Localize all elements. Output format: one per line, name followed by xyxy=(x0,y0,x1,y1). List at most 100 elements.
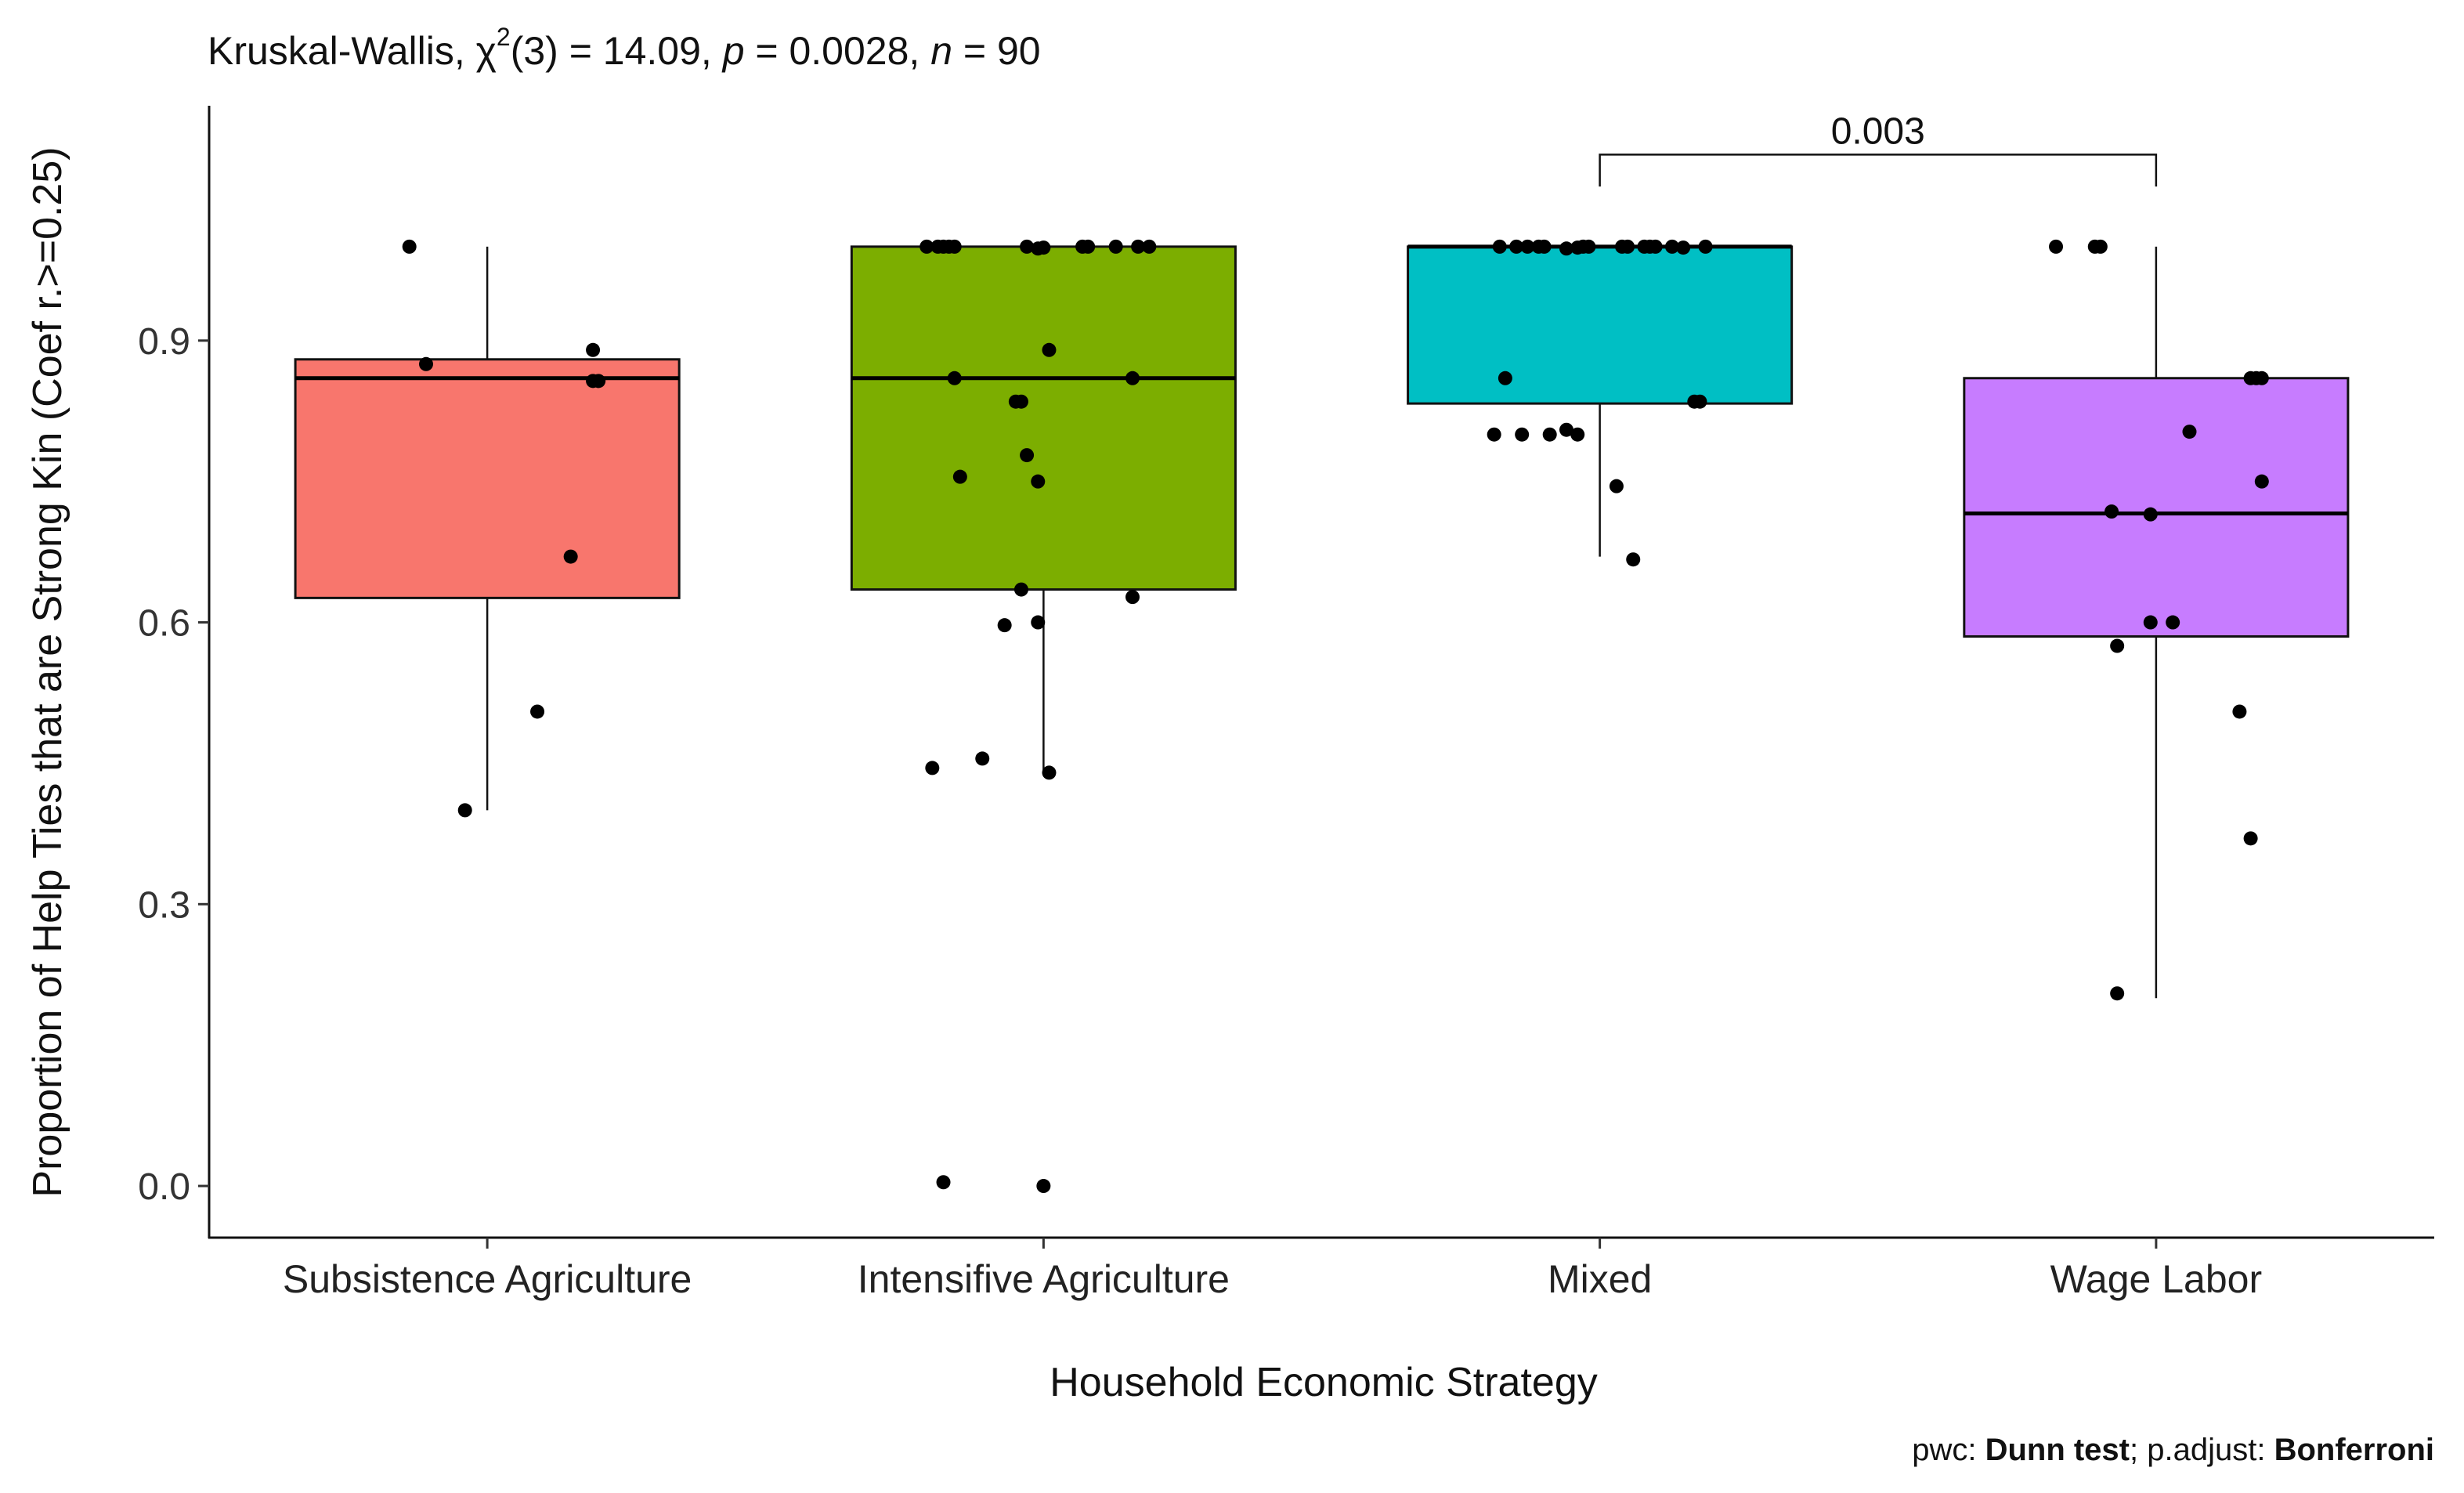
data-point xyxy=(1693,394,1707,409)
data-point xyxy=(1626,552,1641,567)
title-p-symbol: p xyxy=(721,29,745,73)
box-rect xyxy=(294,358,681,599)
data-point xyxy=(591,374,606,389)
data-point xyxy=(1620,239,1635,254)
data-point xyxy=(1020,239,1035,254)
box-rect xyxy=(1407,245,1794,405)
data-point xyxy=(2254,371,2269,385)
data-point xyxy=(2254,474,2269,489)
chart-title: Kruskal-Wallis, χ2(3) = 14.09, p = 0.002… xyxy=(208,23,1041,73)
comparison-bracket: 0.003 xyxy=(1599,110,2158,187)
data-point xyxy=(1131,239,1146,254)
data-point xyxy=(2105,504,2119,519)
title-df-stat: (3) = 14.09, xyxy=(511,29,723,73)
y-tick-label: 0.6 xyxy=(138,603,190,645)
box-rect xyxy=(850,245,1237,591)
data-point xyxy=(1509,239,1524,254)
x-axis-title: Household Economic Strategy xyxy=(1050,1360,1598,1405)
title-test-name: Kruskal-Wallis, xyxy=(208,29,476,73)
data-point xyxy=(947,371,962,385)
title-n-symbol: n xyxy=(930,29,952,73)
data-point xyxy=(1581,239,1596,254)
data-point xyxy=(2243,831,2258,846)
data-point xyxy=(947,239,962,254)
y-tick-label: 0.0 xyxy=(138,1166,190,1208)
data-point xyxy=(1125,371,1140,385)
data-point xyxy=(2049,239,2064,254)
caption-pwc-value: Dunn test xyxy=(1985,1433,2130,1467)
data-point xyxy=(1570,427,1585,442)
data-point xyxy=(2232,704,2247,719)
data-point xyxy=(1108,239,1123,254)
data-point xyxy=(2143,507,2158,522)
y-tick-label: 0.9 xyxy=(138,321,190,363)
data-point xyxy=(418,356,433,371)
data-point xyxy=(563,549,578,564)
data-point xyxy=(1664,239,1679,254)
data-point xyxy=(1031,615,1046,630)
data-point xyxy=(925,761,940,775)
data-point xyxy=(402,239,417,254)
data-point xyxy=(1559,422,1574,437)
data-point xyxy=(919,239,934,254)
data-point xyxy=(1020,448,1035,463)
x-tick-label: Wage Labor xyxy=(2050,1257,2263,1301)
bracket-line xyxy=(1599,154,2158,187)
x-axis-ticks: Subsistence Agriculture Intensifive Agric… xyxy=(283,1238,2262,1301)
box-group-1 xyxy=(294,246,681,811)
data-point xyxy=(1542,427,1557,442)
y-axis-ticks: 0.0 0.3 0.6 0.9 xyxy=(138,321,209,1208)
title-n-value: = 90 xyxy=(952,29,1041,73)
box-rect xyxy=(1963,377,2350,638)
data-point xyxy=(1125,590,1140,605)
caption-separator: ; p.adjust: xyxy=(2130,1433,2274,1467)
points-group-3 xyxy=(1487,239,1713,567)
data-point xyxy=(1042,342,1057,357)
title-chi-superscript: 2 xyxy=(497,23,511,51)
caption-adjust-value: Bonferroni xyxy=(2274,1433,2434,1467)
data-point xyxy=(952,469,967,484)
data-point xyxy=(936,1175,951,1190)
data-point xyxy=(975,751,990,766)
plot-area: 0.003 xyxy=(294,110,2350,1194)
data-point xyxy=(1648,239,1663,254)
x-tick-label: Subsistence Agriculture xyxy=(283,1257,692,1301)
bracket-p-label: 0.003 xyxy=(1831,110,1925,152)
data-point xyxy=(1042,765,1057,780)
data-point xyxy=(1537,239,1552,254)
data-point xyxy=(2166,615,2180,630)
data-point xyxy=(1487,427,1501,442)
caption-pwc-key: pwc: xyxy=(1912,1433,1985,1467)
title-p-value: = 0.0028, xyxy=(745,29,931,73)
data-point xyxy=(530,704,545,719)
data-point xyxy=(1036,1179,1051,1194)
data-point xyxy=(997,618,1012,633)
box-group-3 xyxy=(1407,244,1794,557)
data-point xyxy=(1559,241,1574,256)
data-point xyxy=(2093,239,2108,254)
caption-pwc: pwc: Dunn test; p.adjust: Bonferroni xyxy=(1912,1433,2434,1467)
y-tick-label: 0.3 xyxy=(138,884,190,926)
data-point xyxy=(2110,986,2125,1001)
data-point xyxy=(1013,582,1028,597)
x-tick-label: Intensifive Agriculture xyxy=(858,1257,1230,1301)
x-tick-label: Mixed xyxy=(1548,1257,1652,1301)
y-axis-title: Proportion of Help Ties that are Strong … xyxy=(25,146,70,1197)
data-point xyxy=(1492,239,1507,254)
points-group-2 xyxy=(919,239,1157,1194)
data-point xyxy=(1013,394,1028,409)
data-point xyxy=(1036,240,1051,255)
data-point xyxy=(1498,371,1512,385)
data-point xyxy=(1515,427,1530,442)
data-point xyxy=(2182,425,2197,439)
data-point xyxy=(2110,638,2125,653)
box-group-2 xyxy=(850,245,1237,773)
title-chi-symbol: χ xyxy=(476,29,497,73)
data-point xyxy=(2143,615,2158,630)
data-point xyxy=(1698,239,1713,254)
data-point xyxy=(1081,239,1096,254)
data-point xyxy=(1676,240,1691,255)
data-point xyxy=(1520,239,1535,254)
data-point xyxy=(1142,239,1157,254)
